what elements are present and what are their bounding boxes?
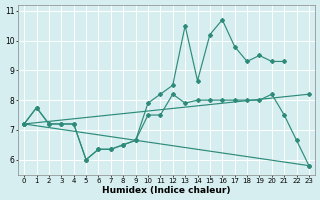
X-axis label: Humidex (Indice chaleur): Humidex (Indice chaleur) (102, 186, 231, 195)
